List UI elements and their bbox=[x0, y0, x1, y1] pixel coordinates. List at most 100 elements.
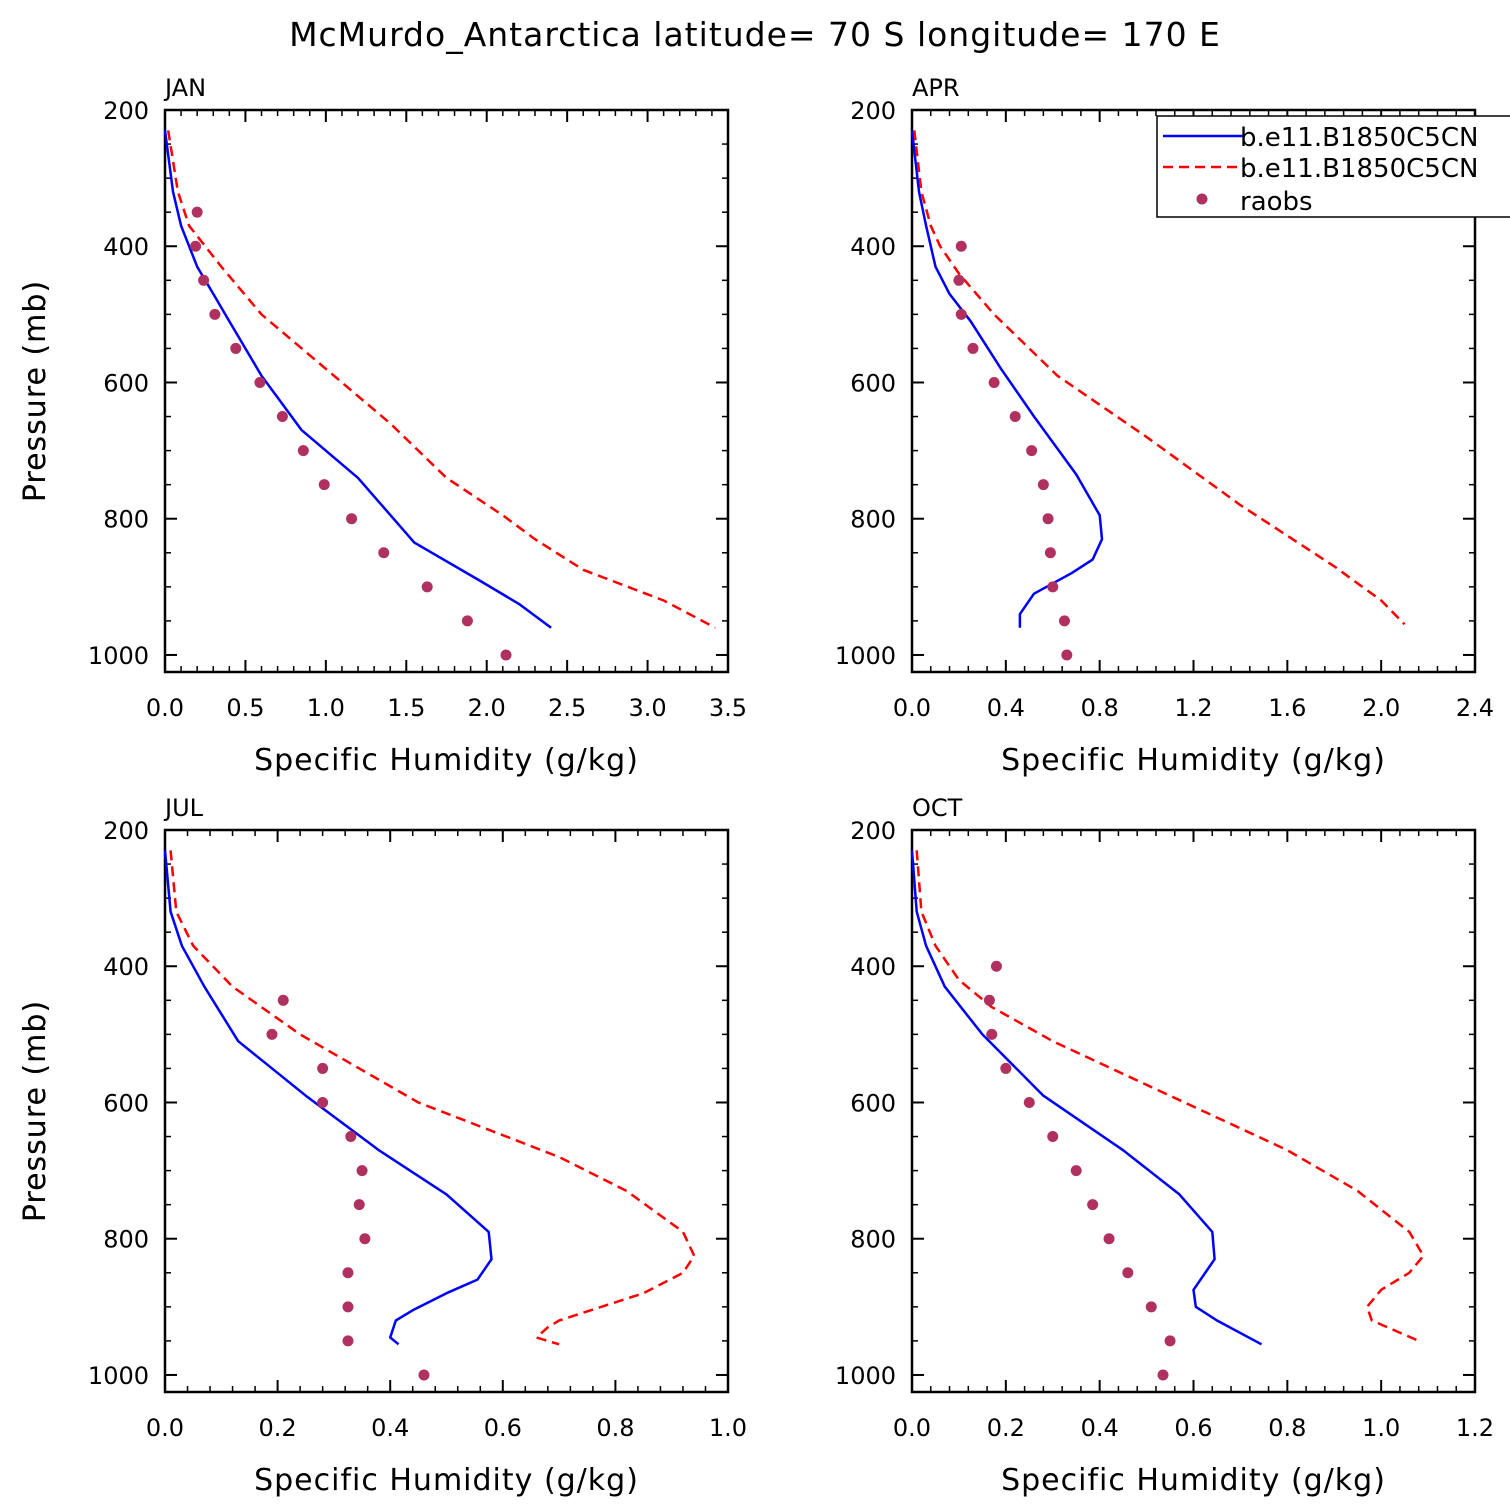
plot-frame bbox=[910, 828, 1477, 1394]
raobs-point bbox=[1103, 1233, 1115, 1245]
raobs-point bbox=[277, 994, 289, 1006]
x-tick-label: 2.0 bbox=[1362, 694, 1400, 722]
panel-title: OCT bbox=[912, 794, 963, 822]
panel-title: APR bbox=[912, 74, 960, 102]
raobs-point bbox=[1037, 479, 1049, 491]
raobs-point bbox=[353, 1199, 365, 1211]
raobs-point bbox=[342, 1335, 354, 1347]
plot-frame bbox=[163, 828, 730, 1394]
y-tick-label: 400 bbox=[850, 233, 896, 261]
raobs-point bbox=[359, 1233, 371, 1245]
raobs-point bbox=[378, 547, 390, 559]
y-tick-label: 400 bbox=[850, 953, 896, 981]
x-tick-label: 1.2 bbox=[1174, 694, 1212, 722]
raobs-point bbox=[500, 649, 512, 661]
raobs-point bbox=[297, 445, 309, 457]
raobs-point bbox=[418, 1369, 430, 1381]
raobs-point bbox=[983, 994, 995, 1006]
y-tick-label: 200 bbox=[103, 817, 149, 845]
panel-title: JUL bbox=[163, 794, 204, 822]
x-tick-label: 0.0 bbox=[146, 1414, 184, 1442]
x-tick-label: 1.6 bbox=[1268, 694, 1306, 722]
raobs-point bbox=[191, 206, 203, 218]
x-axis-title: Specific Humidity (g/kg) bbox=[1001, 743, 1386, 778]
raobs-point bbox=[986, 1028, 998, 1040]
model-dashed-line bbox=[915, 850, 1425, 1343]
raobs-point bbox=[276, 411, 288, 423]
x-tick-label: 3.5 bbox=[709, 694, 747, 722]
raobs-point bbox=[317, 1062, 329, 1074]
raobs-point bbox=[342, 1267, 354, 1279]
x-tick-label: 0.4 bbox=[987, 694, 1025, 722]
y-tick-label: 600 bbox=[850, 1089, 896, 1117]
legend-label: b.e11.B1850C5CN bbox=[1240, 123, 1478, 153]
raobs-point bbox=[988, 376, 1000, 388]
raobs-point bbox=[342, 1301, 354, 1313]
y-tick-label: 800 bbox=[103, 1226, 149, 1254]
raobs-point bbox=[345, 1131, 357, 1143]
raobs-point bbox=[1000, 1062, 1012, 1074]
x-tick-label: 0.8 bbox=[596, 1414, 634, 1442]
x-tick-label: 3.0 bbox=[628, 694, 666, 722]
raobs-point bbox=[967, 342, 979, 354]
raobs-point bbox=[1157, 1369, 1169, 1381]
x-tick-label: 0.4 bbox=[1081, 1414, 1119, 1442]
y-axis-title: Pressure (mb) bbox=[18, 280, 53, 502]
raobs-point bbox=[254, 376, 266, 388]
figure-title: McMurdo_Antarctica latitude= 70 S longit… bbox=[289, 15, 1221, 54]
y-tick-label: 600 bbox=[103, 1089, 149, 1117]
raobs-point bbox=[1042, 513, 1054, 525]
x-tick-label: 0.0 bbox=[893, 1414, 931, 1442]
x-tick-label: 0.0 bbox=[893, 694, 931, 722]
raobs-point bbox=[317, 1096, 329, 1108]
x-tick-label: 2.4 bbox=[1456, 694, 1494, 722]
raobs-point bbox=[1087, 1199, 1099, 1211]
y-axis-title: Pressure (mb) bbox=[18, 280, 53, 502]
raobs-point bbox=[990, 960, 1002, 972]
panel-jul: 0.0 0.2 0.4 0.6 0.8 1.0 200 400 600 800 1000 JUL Spe… bbox=[18, 794, 747, 1498]
legend-label: b.e11.B1850C5CN bbox=[1240, 154, 1478, 184]
raobs-point bbox=[1047, 581, 1059, 593]
raobs-point bbox=[209, 308, 221, 320]
panel-apr: 0.0 0.4 0.8 1.2 1.6 2.0 2.4 200 400 600 800 1000 APR… bbox=[18, 74, 1494, 778]
raobs-point bbox=[1044, 547, 1056, 559]
panel-jan: 0.0 0.5 1.0 1.5 2.0 2.5 3.0 3.5 200 400 600 800 1000… bbox=[18, 74, 747, 778]
y-axis-title: Pressure (mb) bbox=[18, 1000, 53, 1222]
raobs-point bbox=[955, 240, 967, 252]
panels: 0.0 0.5 1.0 1.5 2.0 2.5 3.0 3.5 200 400 600 800 1000… bbox=[18, 74, 1494, 1498]
x-tick-label: 0.8 bbox=[1081, 694, 1119, 722]
legend-marker bbox=[1196, 193, 1208, 205]
raobs-point bbox=[1023, 1096, 1035, 1108]
raobs-point bbox=[953, 274, 965, 286]
x-axis-title: Specific Humidity (g/kg) bbox=[254, 1463, 639, 1498]
raobs-point bbox=[955, 308, 967, 320]
x-tick-label: 0.8 bbox=[1268, 1414, 1306, 1442]
model-dashed-line bbox=[169, 850, 696, 1346]
model-solid-line bbox=[910, 850, 1263, 1346]
panel-title: JAN bbox=[163, 74, 206, 102]
x-tick-label: 2.0 bbox=[468, 694, 506, 722]
model-solid-line bbox=[163, 130, 552, 629]
plot-frame bbox=[163, 108, 730, 674]
x-tick-label: 0.6 bbox=[484, 1414, 522, 1442]
model-dashed-line bbox=[166, 130, 716, 629]
raobs-point bbox=[318, 479, 330, 491]
raobs-point bbox=[1145, 1301, 1157, 1313]
legend-label: raobs bbox=[1240, 187, 1313, 217]
x-tick-label: 1.0 bbox=[1362, 1414, 1400, 1442]
y-tick-label: 200 bbox=[850, 97, 896, 125]
y-tick-label: 400 bbox=[103, 953, 149, 981]
y-tick-label: 200 bbox=[103, 97, 149, 125]
x-tick-label: 0.0 bbox=[146, 694, 184, 722]
raobs-point bbox=[421, 581, 433, 593]
raobs-point bbox=[266, 1028, 278, 1040]
x-tick-label: 0.2 bbox=[259, 1414, 297, 1442]
raobs-point bbox=[1164, 1335, 1176, 1347]
y-tick-label: 400 bbox=[103, 233, 149, 261]
y-tick-label: 1000 bbox=[88, 1362, 149, 1390]
raobs-point bbox=[198, 274, 210, 286]
x-tick-label: 0.4 bbox=[371, 1414, 409, 1442]
model-solid-line bbox=[910, 130, 1104, 628]
y-tick-label: 800 bbox=[850, 506, 896, 534]
